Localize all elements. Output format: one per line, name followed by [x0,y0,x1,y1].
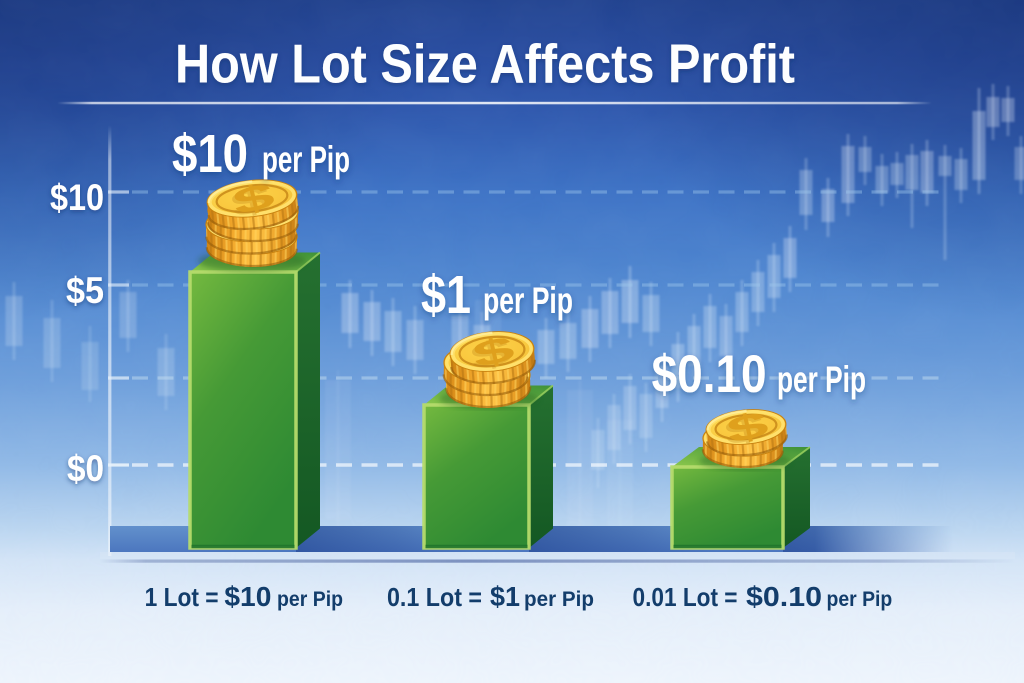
svg-text:per Pip: per Pip [777,359,866,400]
svg-text:How Lot Size Affects Profit: How Lot Size Affects Profit [175,33,795,95]
svg-text:$: $ [226,177,276,226]
svg-text:$: $ [721,406,770,454]
svg-text:1 Lot =: 1 Lot = [145,582,219,612]
svg-text:per Pip: per Pip [827,587,893,611]
svg-text:$10: $10 [224,581,271,612]
svg-text:$: $ [467,330,516,378]
svg-text:0.01 Lot =: 0.01 Lot = [633,582,738,612]
svg-text:$5: $5 [66,270,104,311]
svg-text:0.1 Lot =: 0.1 Lot = [387,582,482,612]
svg-text:$10: $10 [172,124,248,184]
svg-text:per Pip: per Pip [483,280,573,321]
svg-text:per Pip: per Pip [524,587,594,611]
svg-text:$0.10: $0.10 [652,345,767,404]
svg-text:$: $ [469,328,518,376]
svg-text:$: $ [229,175,279,224]
svg-text:$: $ [723,403,772,451]
svg-text:per Pip: per Pip [277,587,343,611]
svg-text:$1: $1 [421,265,471,325]
svg-text:$0: $0 [67,448,104,489]
svg-text:$0.10: $0.10 [746,581,822,612]
svg-text:$10: $10 [50,177,104,218]
svg-text:per Pip: per Pip [262,139,350,180]
svg-text:$1: $1 [490,581,520,612]
